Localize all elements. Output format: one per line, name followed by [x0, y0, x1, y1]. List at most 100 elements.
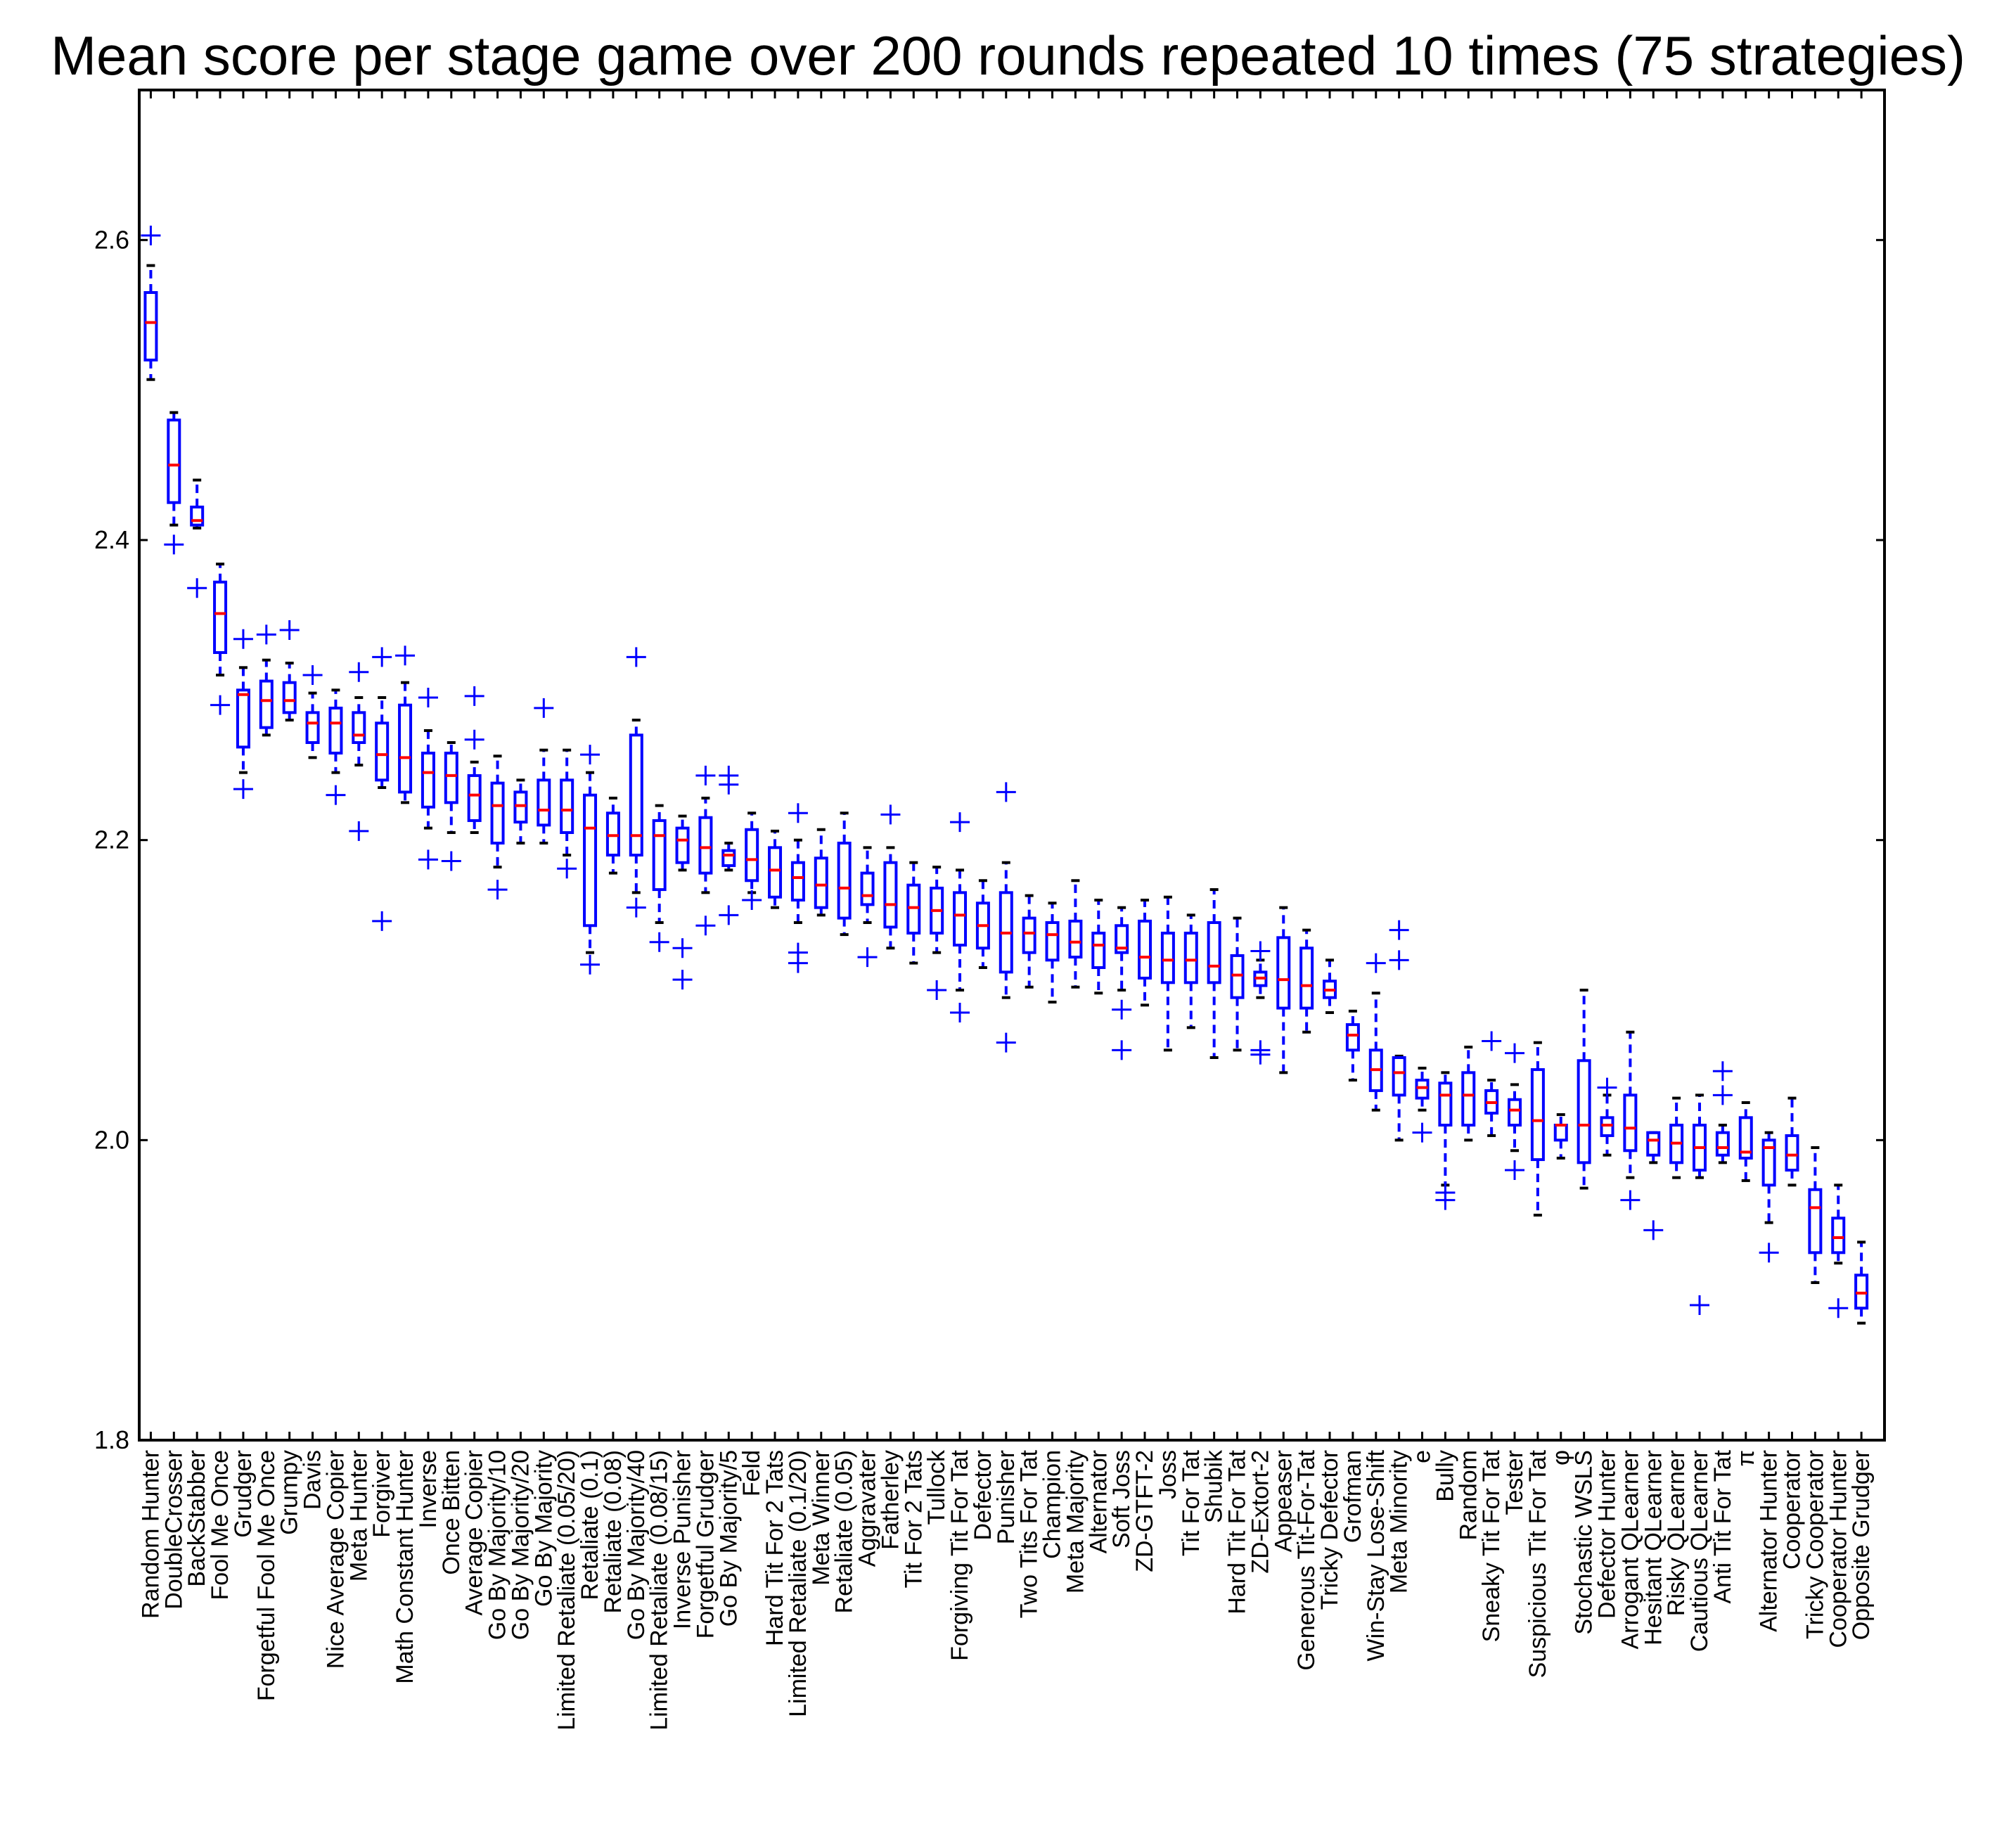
box-plot-item [372, 647, 392, 931]
y-tick-label: 2.4 [94, 525, 129, 554]
iqr-box [906, 883, 921, 935]
box-plot-item [534, 698, 554, 845]
outlier-marker [164, 534, 184, 555]
outlier-marker [349, 662, 369, 682]
iqr-box [721, 849, 736, 867]
x-category-label: Limited Retaliate (0.08/15) [646, 1450, 673, 1731]
x-category-label: Anti Tit For Tat [1709, 1449, 1736, 1603]
box-plot-item [1091, 899, 1106, 995]
box-plot-item [418, 688, 438, 870]
box-plot-item [950, 812, 970, 1022]
box-plot-item [672, 814, 693, 990]
outlier-marker [1412, 1122, 1432, 1143]
x-category-label: Soft Joss [1108, 1450, 1135, 1548]
iqr-box [1646, 1131, 1661, 1157]
iqr-box [605, 811, 620, 857]
boxes-layer [141, 225, 1869, 1325]
x-category-label: Tricky Defector [1316, 1450, 1343, 1610]
x-category-label: Generous Tit-For-Tat [1293, 1449, 1320, 1670]
box-plot-item [695, 765, 716, 936]
box-plot-item [768, 829, 783, 909]
box-plot-item [1577, 989, 1591, 1190]
iqr-box [629, 733, 643, 857]
x-category-label: Feld [738, 1450, 765, 1496]
iqr-box [837, 841, 852, 920]
x-category-label: Suspicious Tit For Tat [1524, 1449, 1551, 1678]
box-plot-item [814, 828, 828, 917]
x-category-label: Limited Retaliate (0.05/20) [553, 1450, 580, 1731]
iqr-box [1115, 924, 1129, 954]
box-plot-item [996, 782, 1016, 1053]
iqr-box [652, 819, 667, 892]
plot-frame [138, 89, 1886, 1442]
x-category-label: Fatherley [877, 1450, 904, 1550]
x-category-label: Two Tits For Tat [1016, 1449, 1043, 1618]
x-category-label: Meta Winner [808, 1450, 835, 1586]
iqr-box [513, 790, 528, 824]
iqr-box [560, 778, 574, 835]
x-category-label: Math Constant Hunter [392, 1450, 418, 1684]
box-plot-item [1530, 1041, 1545, 1217]
outlier-marker [742, 890, 762, 910]
iqr-box [1738, 1116, 1753, 1160]
x-category-label: π [1733, 1450, 1759, 1466]
y-tick-label: 2.2 [94, 826, 129, 854]
x-category-label: Go By Majority/20 [507, 1450, 534, 1640]
iqr-box [1091, 931, 1106, 970]
box-plot-item [1112, 906, 1132, 1060]
box-plot-item [837, 811, 852, 937]
outlier-marker [1366, 953, 1386, 973]
outlier-marker [1597, 1077, 1617, 1098]
x-category-label: Win-Stay Lose-Shift [1363, 1449, 1389, 1661]
box-plot-item [256, 624, 276, 737]
x-category-label: Go By Majority/10 [484, 1450, 511, 1640]
x-category-label: φ [1548, 1450, 1574, 1465]
iqr-box [305, 711, 320, 744]
box-plot-item [326, 688, 346, 805]
iqr-box [236, 688, 250, 749]
iqr-box [467, 774, 482, 822]
box-plot-item [210, 563, 231, 715]
x-category-label: Inverse Punisher [669, 1450, 696, 1629]
x-category-label: Hard Tit For Tat [1224, 1449, 1251, 1614]
outlier-marker [326, 785, 346, 805]
outlier-marker [1690, 1295, 1710, 1315]
box-plot-item [1345, 1009, 1360, 1082]
iqr-box [1299, 947, 1314, 1010]
x-category-label: Go By Majority [530, 1450, 557, 1607]
iqr-box [1415, 1079, 1430, 1100]
box-plot-item [349, 662, 369, 841]
box-plot-item [1299, 928, 1314, 1034]
x-category-label: Tit For 2 Tats [900, 1450, 927, 1589]
x-category-label: ZD-GTFT-2 [1131, 1450, 1158, 1572]
box-plot-item [1553, 1113, 1568, 1160]
iqr-box [1600, 1116, 1614, 1137]
iqr-box [675, 826, 690, 864]
x-category-label: Once Bitten [438, 1450, 465, 1575]
iqr-box [1785, 1134, 1799, 1172]
box-plot-item [487, 755, 508, 900]
outlier-marker [1389, 920, 1409, 940]
outlier-marker [950, 1003, 970, 1022]
iqr-box [1045, 921, 1060, 962]
box-plot-item [788, 803, 808, 973]
x-category-label: Davis [300, 1450, 326, 1510]
iqr-box [698, 816, 713, 875]
box-plot-item [1759, 1131, 1779, 1263]
box-plot-item [1828, 1183, 1849, 1318]
box-plot-item [580, 745, 601, 975]
x-category-label: Defector Hunter [1594, 1450, 1621, 1619]
iqr-box [953, 891, 968, 947]
x-category-label: Tullock [923, 1449, 950, 1525]
iqr-box [745, 828, 759, 883]
outlier-marker [1112, 999, 1132, 1020]
outlier-marker [996, 782, 1016, 802]
box-plot-item [1230, 916, 1245, 1052]
x-category-label: Meta Hunter [345, 1450, 372, 1581]
outlier-marker [1712, 1085, 1733, 1105]
x-category-label: BackStabber [184, 1450, 210, 1587]
box-plot-item [927, 866, 947, 1000]
iqr-box [583, 793, 598, 928]
outlier-marker [788, 803, 808, 823]
outlier-marker [719, 905, 739, 925]
